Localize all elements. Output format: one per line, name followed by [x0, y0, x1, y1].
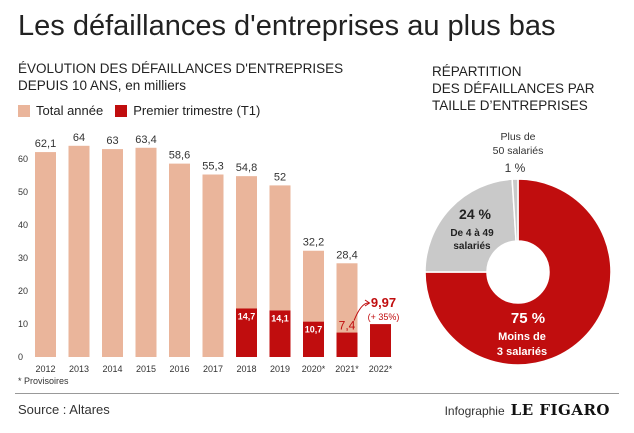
bar-total [35, 152, 56, 357]
bar-t1 [269, 310, 291, 357]
y-tick-label: 40 [18, 220, 28, 230]
y-tick-label: 10 [18, 319, 28, 329]
pie-chart-subtitle-line-1: RÉPARTITION [432, 64, 522, 79]
growth-arrowhead-icon [364, 299, 371, 307]
source-text: Source : Altares [18, 402, 110, 417]
bar-total [68, 145, 90, 357]
legend-swatch-t1 [115, 104, 128, 117]
page-title: Les défaillances d'entreprises au plus b… [18, 10, 556, 42]
y-tick-label: 50 [18, 187, 28, 197]
donut-slice [511, 178, 519, 242]
bar-total-label: 58,6 [169, 150, 190, 162]
x-tick-label: 2019 [270, 364, 290, 374]
legend-swatch-total [18, 104, 30, 117]
bar-total [102, 149, 123, 357]
bar-total [135, 147, 157, 357]
x-tick-label: 2022* [369, 364, 393, 374]
bar-total [169, 163, 190, 357]
donut-pct-label: 75 % [511, 310, 545, 327]
donut-slice-label: De 4 à 49 [450, 228, 494, 239]
credit-prefix: Infographie [444, 404, 505, 418]
x-tick-label: 2013 [69, 364, 89, 374]
donut-pct-label: 24 % [459, 206, 491, 222]
bar-chart-subtitle-line-2: DEPUIS 10 ANS, en milliers [18, 78, 187, 93]
donut-slice [424, 178, 612, 366]
x-tick-label: 2021* [335, 364, 359, 374]
x-tick-label: 2017 [203, 364, 223, 374]
bar-chart-subtitle-line-1: ÉVOLUTION DES DÉFAILLANCES D'ENTREPRISES [18, 61, 344, 76]
donut-slice-label: salariés [453, 241, 491, 252]
le-figaro-logo: LE FIGARO [510, 401, 610, 419]
legend-item-total: Total année [18, 103, 103, 118]
legend-label-t1: Premier trimestre (T1) [133, 103, 261, 118]
y-tick-label: 60 [18, 154, 28, 164]
x-tick-label: 2018 [236, 364, 256, 374]
x-tick-label: 2016 [169, 364, 189, 374]
bar-total-label: 63 [106, 135, 118, 147]
y-tick-label: 0 [18, 352, 23, 362]
donut-slice-label: 3 salariés [497, 346, 547, 358]
donut-pct-label: 1 % [505, 161, 526, 175]
footnote: * Provisoires [18, 376, 69, 386]
credit: Infographie LE FIGARO [445, 401, 610, 419]
bar-chart-subtitle: ÉVOLUTION DES DÉFAILLANCES D'ENTREPRISES… [18, 60, 343, 94]
donut-slice [424, 178, 517, 273]
bar-total-label: 54,8 [236, 162, 257, 174]
donut-slice-label: Moins de [498, 331, 546, 343]
legend-label-total: Total année [36, 103, 104, 118]
x-tick-label: 2015 [136, 364, 156, 374]
footer-divider [15, 393, 619, 394]
legend-item-t1: Premier trimestre (T1) [115, 103, 260, 118]
bar-t1-label: 9,97 [371, 295, 396, 310]
x-tick-label: 2012 [35, 364, 55, 374]
bar-t1 [370, 324, 391, 357]
bar-t1 [303, 321, 324, 357]
growth-arrow-icon [353, 302, 370, 321]
bar-t1 [236, 308, 257, 357]
bar-chart-legend: Total année Premier trimestre (T1) [18, 103, 272, 118]
y-tick-label: 20 [18, 286, 28, 296]
donut-slice-label: Plus de [500, 131, 535, 143]
bar-total-label: 55,3 [202, 161, 223, 173]
growth-annotation: (+ 35%) [368, 312, 400, 322]
x-tick-label: 2014 [102, 364, 122, 374]
donut-slice-label: 50 salariés [493, 145, 544, 157]
pie-chart-subtitle-line-3: TAILLE D’ENTREPRISES [432, 98, 588, 113]
bar-t1-label: 10,7 [305, 325, 323, 335]
bar-t1 [336, 332, 358, 357]
bar-t1-label: 7,4 [339, 319, 356, 333]
pie-chart-subtitle-line-2: DES DÉFAILLANCES PAR [432, 81, 595, 96]
pie-chart-subtitle: RÉPARTITION DES DÉFAILLANCES PAR TAILLE … [432, 63, 595, 114]
bar-total-label: 28,4 [336, 249, 357, 261]
bar-t1-label: 14,1 [271, 313, 289, 323]
y-tick-label: 30 [18, 253, 28, 263]
x-tick-label: 2020* [302, 364, 326, 374]
bar-total [202, 174, 224, 357]
bar-total-label: 52 [274, 171, 286, 183]
bar-total-label: 64 [73, 132, 85, 144]
bar-total-label: 62,1 [35, 138, 56, 150]
bar-total-label: 63,4 [135, 134, 156, 146]
bar-t1-label: 14,7 [238, 311, 256, 321]
bar-total-label: 32,2 [303, 237, 324, 249]
